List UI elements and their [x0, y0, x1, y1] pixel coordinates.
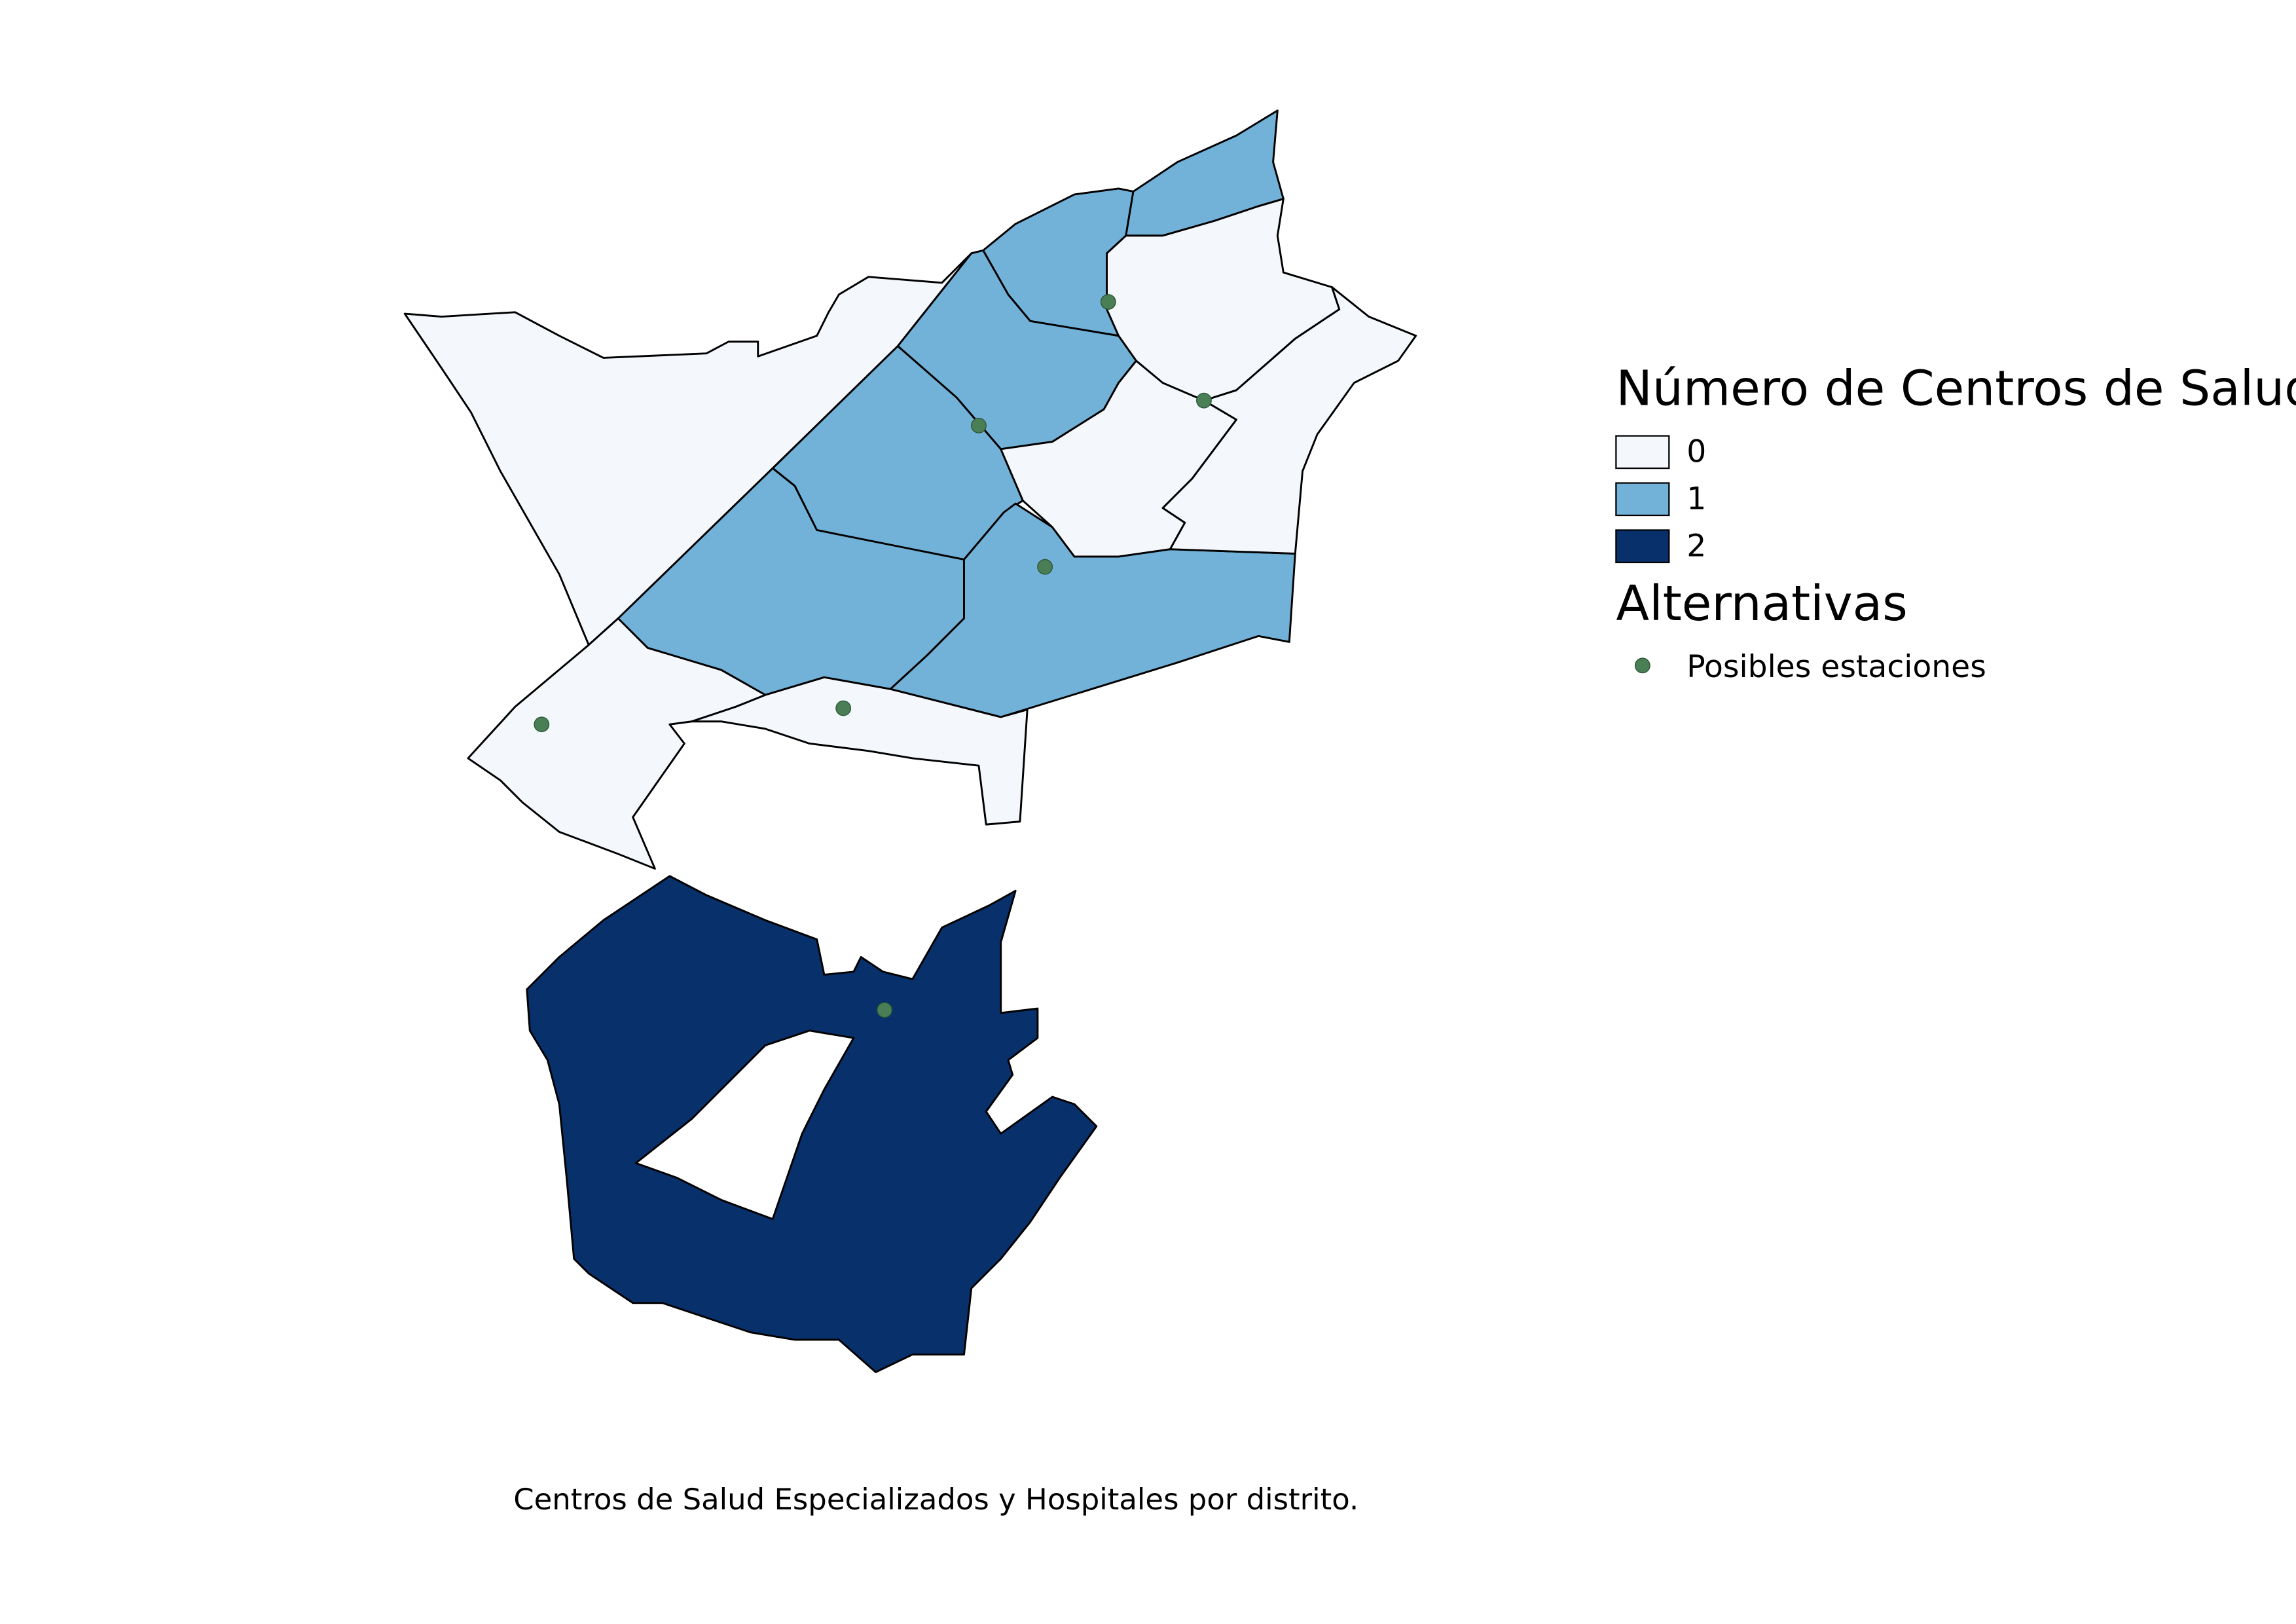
districts — [403, 109, 1417, 1373]
legend-swatch — [1615, 435, 1670, 470]
district — [1000, 360, 1237, 558]
station — [835, 700, 852, 716]
legend-symbol — [1634, 657, 1650, 674]
station — [1196, 392, 1212, 409]
district — [467, 617, 767, 870]
legend-swatch — [1615, 482, 1670, 517]
legend: Número de Centros de Salud 0 1 2 Alternati… — [1615, 361, 2296, 685]
station — [877, 1002, 893, 1018]
legend-title: Número de Centros de Salud — [1616, 361, 2296, 417]
caption: Centros de Salud Especializados y Hospit… — [513, 1482, 1358, 1517]
station — [971, 417, 987, 434]
legend-title: Alternativas — [1616, 576, 1907, 632]
legend-label: 0 — [1686, 434, 1706, 470]
station — [1037, 559, 1053, 575]
district — [403, 252, 973, 646]
legend-label: 2 — [1686, 528, 1706, 564]
stations — [534, 294, 1212, 1018]
district — [526, 875, 1098, 1373]
legend-classes: 0 1 2 — [1615, 434, 1706, 564]
district — [889, 502, 1296, 718]
station — [1100, 294, 1116, 310]
district — [691, 676, 1029, 826]
legend-swatch — [1615, 529, 1670, 564]
legend-label: 1 — [1686, 481, 1706, 517]
station — [534, 716, 550, 733]
legend-label: Posibles estaciones — [1686, 649, 1986, 685]
